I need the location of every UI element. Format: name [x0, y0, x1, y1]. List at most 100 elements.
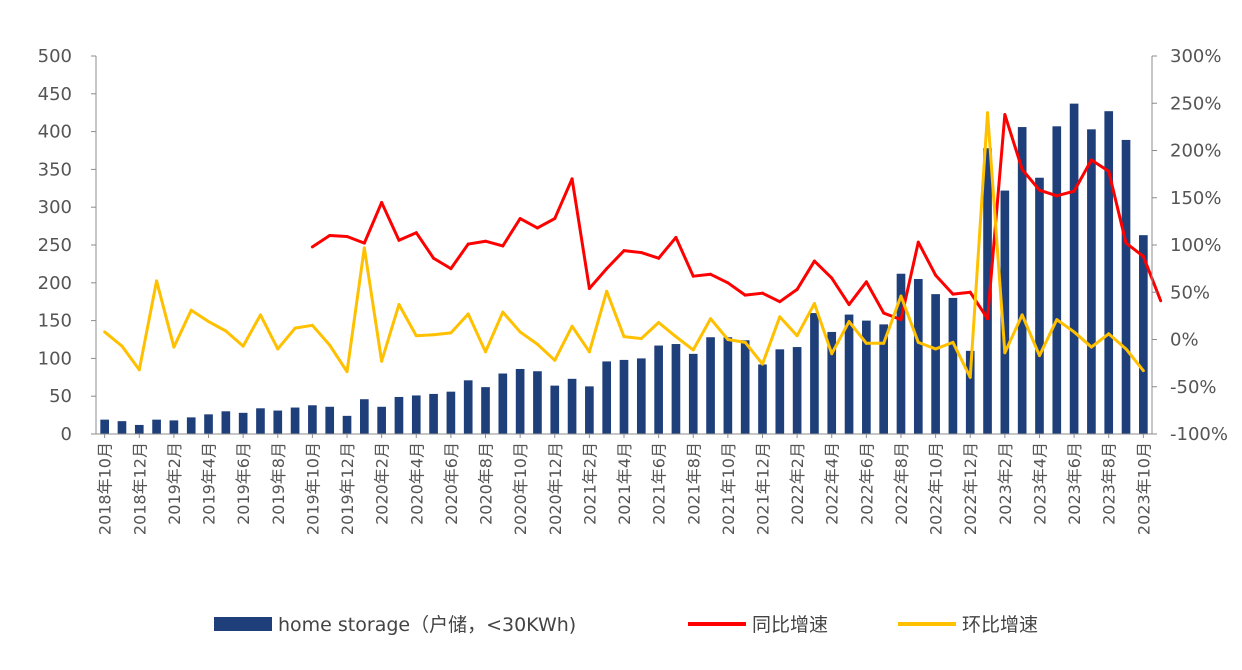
bar	[152, 419, 161, 434]
line-segment	[795, 259, 816, 291]
bar	[723, 337, 733, 434]
bar	[325, 406, 335, 434]
bar	[810, 313, 819, 434]
line-segment	[293, 323, 314, 330]
line-segment	[587, 289, 609, 354]
line-segment	[276, 326, 297, 351]
axes-group: 0 50 100 150 200 250 300 350 400 450 500 -100% -50% 0…	[38, 46, 1228, 535]
line-segment	[657, 320, 678, 339]
bar	[100, 419, 109, 434]
right-tick-label: -100%	[1170, 424, 1228, 445]
x-tick-label: 2019年4月	[200, 442, 219, 525]
line-segment	[709, 317, 730, 341]
line-segment	[726, 281, 747, 297]
line-segment	[362, 246, 384, 363]
bar	[498, 373, 508, 434]
line-segment	[1020, 167, 1041, 192]
x-tick-label: 2020年2月	[373, 442, 392, 525]
line-segment	[570, 324, 591, 354]
bar	[377, 406, 386, 434]
left-tick-label: 0	[61, 424, 72, 445]
x-tick-label: 2018年10月	[96, 442, 115, 535]
line-segment	[380, 200, 401, 242]
x-tick-label: 2020年6月	[442, 442, 461, 525]
left-tick-label: 400	[38, 122, 72, 143]
line-segment	[397, 231, 418, 242]
line-segment	[501, 217, 522, 248]
line-segment	[518, 217, 539, 230]
line-segment	[691, 272, 713, 278]
legend-label-mom: 环比增速	[962, 614, 1038, 636]
bar	[913, 279, 923, 434]
left-tick-label: 350	[38, 159, 72, 180]
line-segment	[830, 320, 851, 356]
right-tick-label: 250%	[1170, 93, 1221, 114]
line-segment	[812, 259, 834, 280]
right-tick-label: 100%	[1170, 235, 1221, 256]
line-segment	[639, 320, 661, 341]
line-segment	[778, 287, 799, 304]
x-tick-label: 2022年4月	[823, 442, 842, 525]
line-segment	[587, 267, 609, 290]
x-tick-label: 2019年8月	[269, 442, 288, 525]
bar	[654, 345, 663, 434]
line-segment	[743, 340, 764, 366]
x-tick-label: 2021年6月	[650, 442, 669, 525]
x-tick-label: 2023年6月	[1065, 442, 1084, 525]
line-segment	[570, 177, 591, 290]
bar	[394, 396, 404, 434]
line-segment	[1037, 188, 1059, 198]
x-tick-label: 2020年12月	[546, 442, 565, 535]
bar	[602, 361, 612, 434]
x-tick-label: 2022年8月	[892, 442, 911, 525]
line-segment	[137, 279, 159, 372]
bar	[204, 414, 213, 434]
line-segment	[968, 111, 990, 379]
line-segment	[553, 177, 574, 221]
bar	[1069, 103, 1079, 434]
line-segment	[380, 303, 401, 363]
bar	[429, 393, 438, 434]
bar	[186, 417, 196, 434]
bar	[533, 371, 542, 434]
line-segment	[951, 340, 972, 379]
bar	[342, 415, 352, 434]
line-segment	[120, 344, 141, 372]
line-segment	[830, 276, 851, 307]
line-segment	[155, 279, 176, 349]
line-segment	[414, 231, 436, 260]
bar	[308, 405, 317, 434]
line-segment	[310, 234, 332, 249]
line-segment	[241, 313, 262, 348]
bar	[1104, 111, 1114, 434]
bar	[862, 320, 871, 434]
bar	[117, 421, 127, 434]
legend: home storage（户储，<30KWh) 同比增速 环比增速	[214, 614, 1038, 636]
line-segment	[622, 335, 643, 341]
right-tick-label: -50%	[1170, 377, 1217, 398]
bar	[463, 380, 473, 434]
bar	[446, 391, 456, 434]
bar	[948, 297, 958, 434]
line-segment	[605, 249, 626, 271]
line-series-yoy	[310, 113, 1163, 322]
bar	[619, 359, 629, 434]
bar	[550, 385, 560, 434]
bar	[1121, 139, 1131, 435]
line-segment	[1124, 347, 1145, 373]
bar	[879, 324, 888, 434]
line-segment	[1072, 158, 1093, 193]
line-segment	[345, 235, 366, 245]
line-segment	[760, 315, 782, 366]
bar	[411, 395, 421, 434]
left-tick-label: 300	[38, 197, 72, 218]
line-segment	[968, 290, 990, 321]
line-segment	[258, 313, 280, 351]
left-tick-label: 450	[38, 84, 72, 105]
line-segment	[916, 340, 938, 351]
line-segment	[432, 331, 453, 337]
line-segment	[760, 291, 782, 304]
x-tick-label: 2019年10月	[303, 442, 322, 535]
line-segment	[847, 280, 868, 307]
x-tick-label: 2021年10月	[719, 442, 738, 535]
